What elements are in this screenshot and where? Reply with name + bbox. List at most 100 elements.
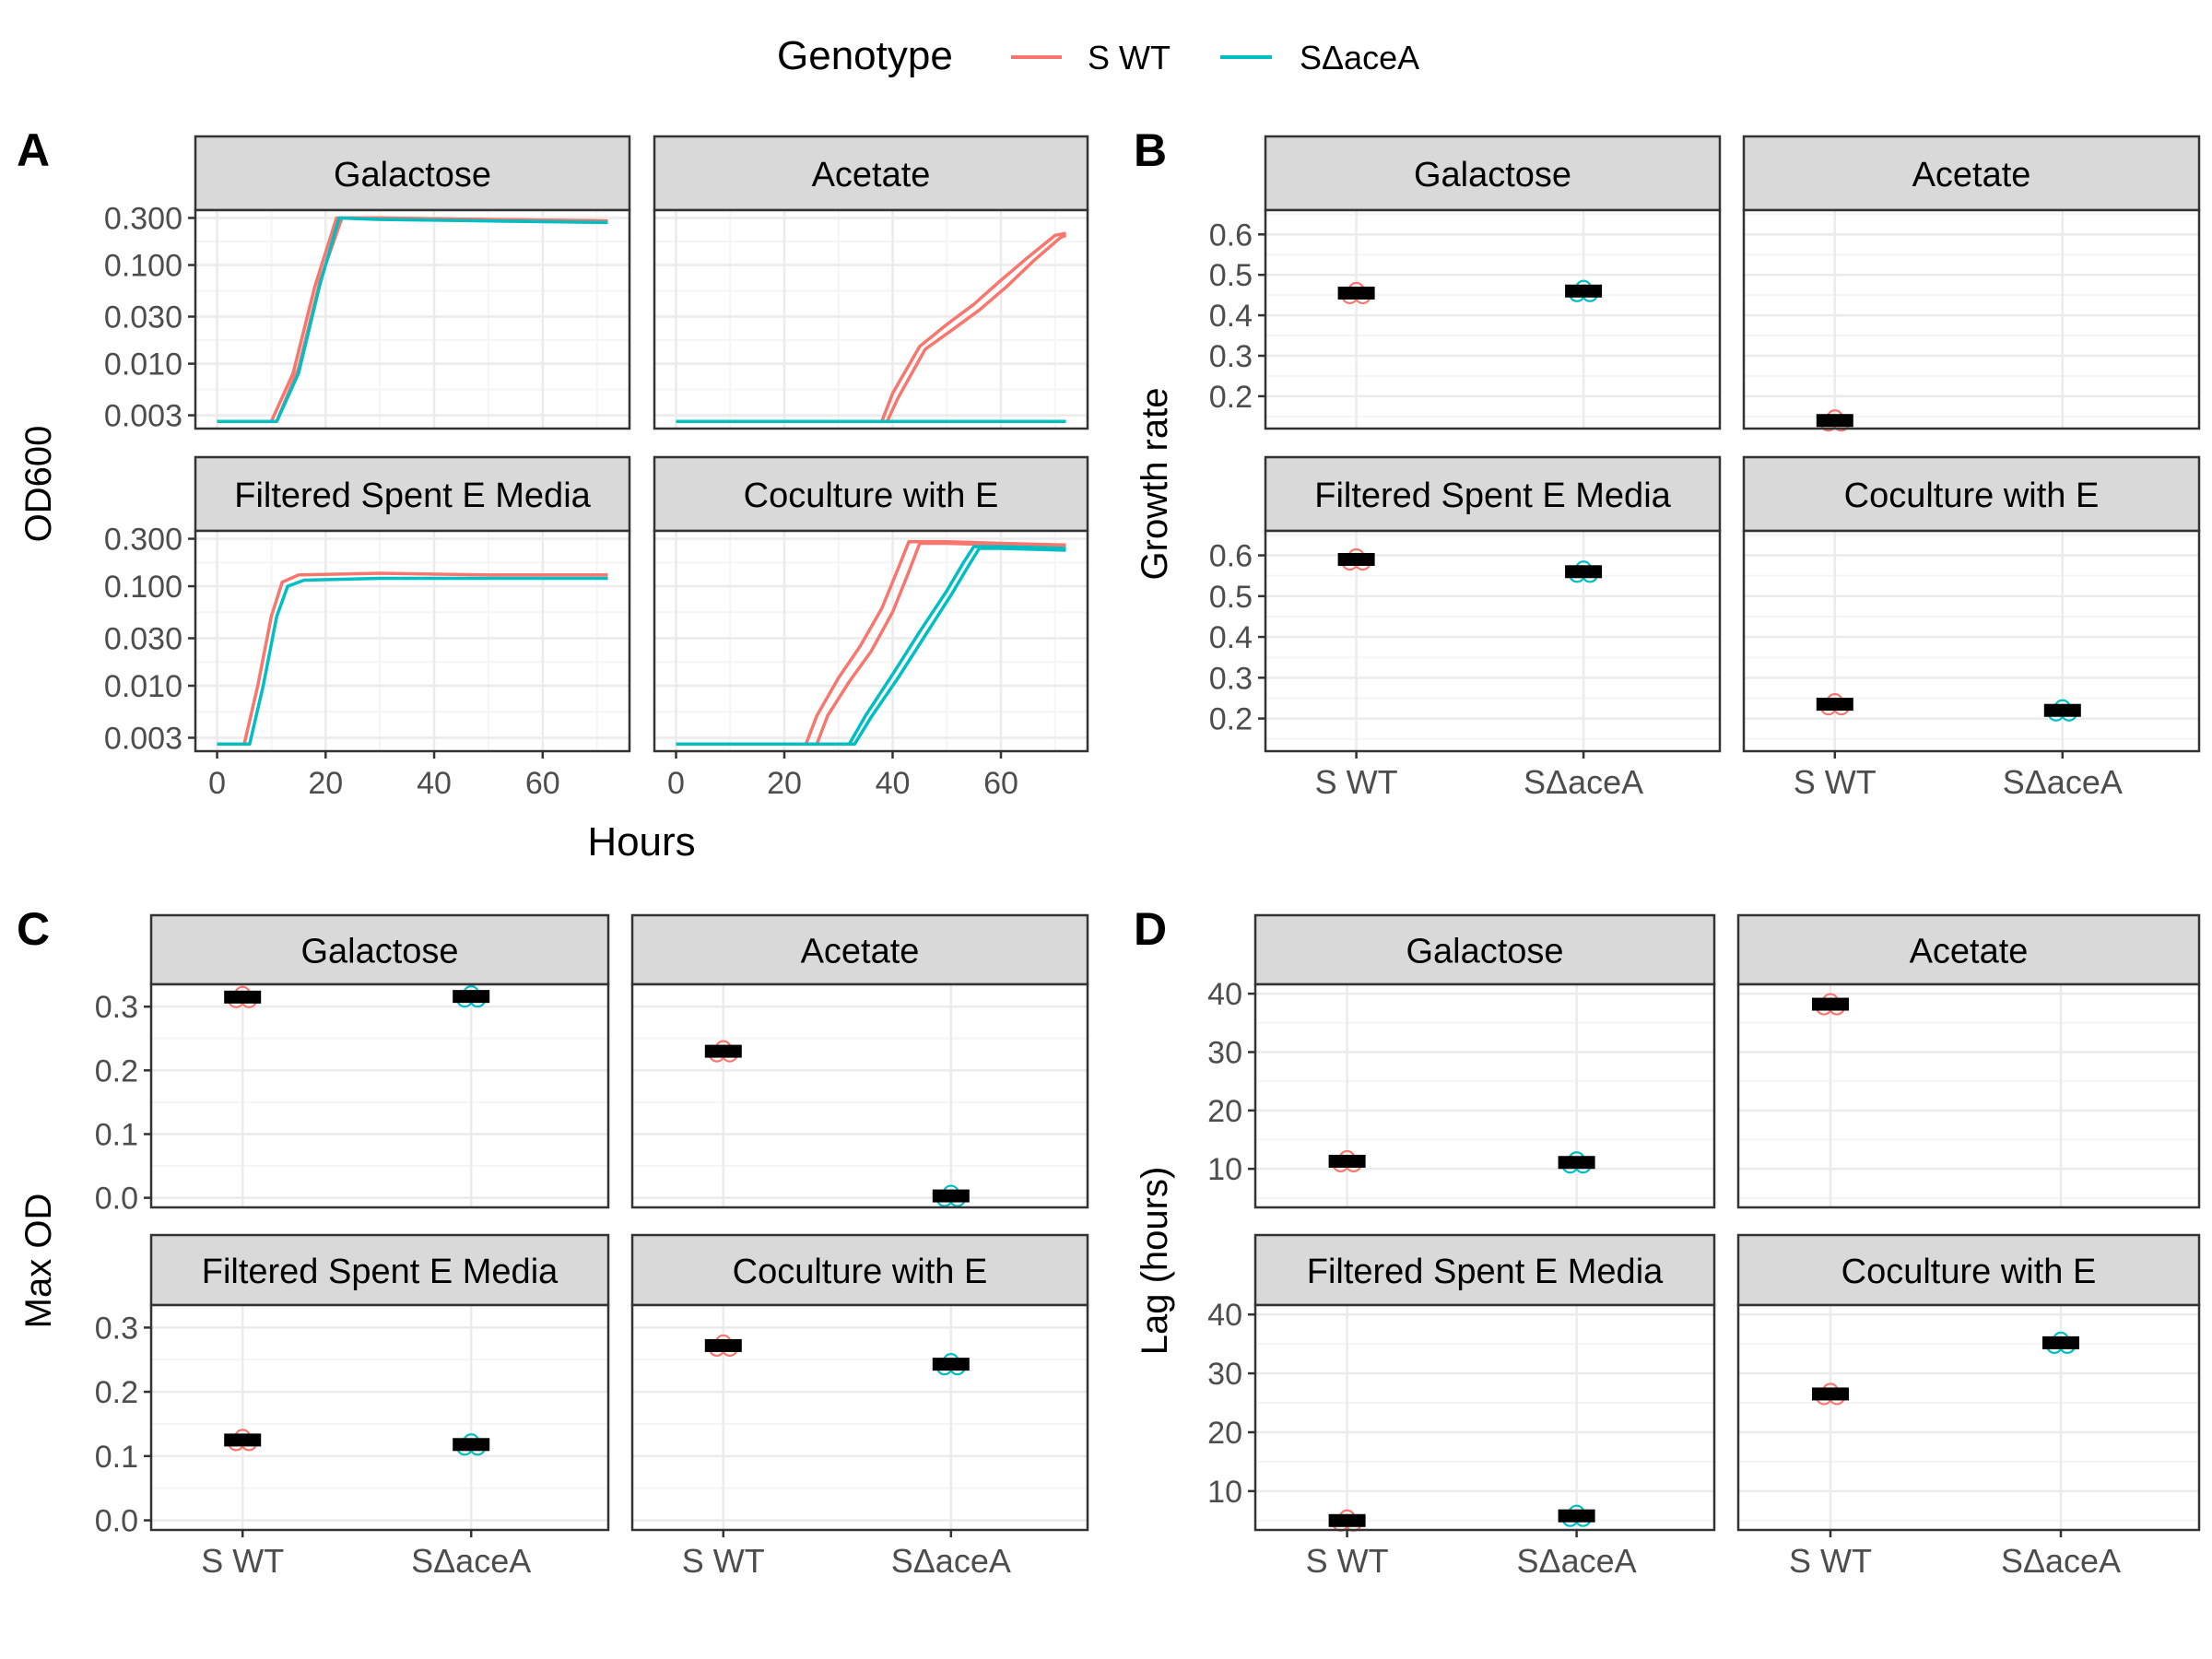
panel-c-galactose-summary-bar-s-acea — [453, 990, 490, 1004]
panel-d-filtered-spent-e-media-background — [1255, 1305, 1714, 1530]
panel-b-coculture-with-e-summary-bar-s-wt — [1816, 698, 1853, 712]
panel-b-filtered-spent-e-media-xtick-label-s-wt: S WT — [1315, 763, 1398, 801]
panel-a-acetate-strip-label: Acetate — [812, 156, 931, 194]
panel-tag-d: D — [1134, 903, 1167, 955]
panel-d-galactose-summary-bar-s-wt — [1328, 1154, 1366, 1168]
panel-a-filtered-spent-e-media-xtick-label: 0 — [208, 766, 226, 801]
panel-b-galactose-ytick-label: 0.6 — [1209, 218, 1253, 253]
panel-b-galactose-summary-bar-s-wt — [1337, 286, 1375, 300]
panel-a-filtered-spent-e-media-border — [194, 529, 631, 753]
panel-b-filtered-spent-e-media-ytick-label: 0.5 — [1209, 580, 1253, 615]
panel-b-galactose-strip — [1264, 135, 1722, 212]
panel-c-coculture-with-e-border — [630, 1303, 1089, 1532]
panel-a-coculture-with-e-xtick-label: 0 — [667, 766, 685, 801]
panel-a-coculture-with-e-series-s-wt-1 — [676, 541, 1066, 746]
legend-label-s-dacea: SΔaceA — [1300, 39, 1419, 76]
panel-b-acetate-strip-label: Acetate — [1912, 156, 2031, 194]
panel-a-galactose-strip-label: Galactose — [334, 156, 491, 194]
panel-a-galactose-ytick-label: 0.003 — [104, 399, 182, 434]
panel-d-acetate-background — [1738, 984, 2199, 1207]
panel-a-galactose-ytick-label: 0.010 — [104, 347, 182, 382]
panel-b-filtered-spent-e-media-summary-bar-s-acea — [1565, 565, 1603, 579]
panel-a-coculture-with-e-series-s-acea-3 — [676, 547, 1066, 746]
panel-c-filtered-spent-e-media-ytick-label: 0.3 — [95, 1311, 138, 1346]
panel-d-galactose-summary-bar-s-acea — [1558, 1156, 1595, 1170]
panel-a-coculture-with-e-xtick-label: 40 — [876, 766, 911, 801]
panel-a-filtered-spent-e-media-ytick-label: 0.003 — [104, 721, 182, 756]
panel-b-filtered-spent-e-media-background — [1265, 531, 1720, 751]
panel-a-galactose-series-s-acea-2 — [217, 216, 608, 423]
panel-a-filtered-spent-e-media-xtick-label: 20 — [308, 766, 343, 801]
panel-a-filtered-spent-e-media-ytick-label: 0.010 — [104, 669, 182, 704]
panel-d-filtered-spent-e-media-ytick-label: 20 — [1207, 1416, 1242, 1451]
panel-a-filtered-spent-e-media-strip-label: Filtered Spent E Media — [234, 477, 591, 515]
panel-d-acetate-strip-label: Acetate — [1910, 933, 2029, 971]
panel-c-acetate-summary-bar-s-wt — [704, 1044, 742, 1058]
panel-a-filtered-spent-e-media-strip — [194, 455, 631, 533]
panel-c-coculture-with-e-summary-bar-s-acea — [932, 1358, 970, 1371]
panel-b-galactose-ytick-label: 0.2 — [1209, 380, 1253, 415]
panel-a-filtered-spent-e-media-ytick-label: 0.100 — [104, 570, 182, 605]
panel-c-filtered-spent-e-media-summary-bar-s-acea — [453, 1438, 490, 1452]
panel-a-filtered-spent-e-media-ytick-label: 0.300 — [104, 523, 182, 558]
panel-c-galactose-ytick-label: 0.1 — [95, 1117, 138, 1152]
panel-b-coculture-with-e-xtick-label-s-wt: S WT — [1794, 763, 1877, 801]
panel-c-acetate-strip — [630, 913, 1089, 986]
panel-d-coculture-with-e-xtick-label-s-wt: S WT — [1789, 1542, 1872, 1580]
panel-d-galactose-ytick-label: 10 — [1207, 1152, 1242, 1187]
panel-b-coculture-with-e-strip-label: Coculture with E — [1844, 477, 2100, 515]
panel-a-filtered-spent-e-media-xtick-label: 60 — [525, 766, 560, 801]
panel-c-filtered-spent-e-media-ytick-label: 0.0 — [95, 1504, 138, 1539]
panel-d-galactose-ytick-label: 40 — [1207, 977, 1242, 1012]
panel-a-coculture-with-e-series-s-acea-2 — [676, 545, 1066, 746]
panel-c-acetate-border — [630, 982, 1089, 1209]
panel-c-coculture-with-e-summary-bar-s-wt — [704, 1338, 742, 1352]
panel-d-acetate-border — [1736, 982, 2201, 1209]
panel-d-filtered-spent-e-media-strip-label: Filtered Spent E Media — [1307, 1253, 1664, 1291]
panel-a-acetate-strip — [653, 135, 1089, 212]
panel-a-galactose-ytick-label: 0.030 — [104, 300, 182, 335]
panel-b-galactose-ytick-label: 0.4 — [1209, 299, 1253, 334]
panel-c-coculture-with-e-xtick-label-s-wt: S WT — [682, 1542, 765, 1580]
panel-d-filtered-spent-e-media-ytick-label: 40 — [1207, 1298, 1242, 1333]
panel-a-coculture-with-e-background — [654, 531, 1088, 751]
legend-title: Genotype — [777, 33, 953, 78]
panel-d-filtered-spent-e-media-xtick-label-s-wt: S WT — [1306, 1542, 1389, 1580]
panel-b-galactose-background — [1265, 210, 1720, 429]
panel-b-filtered-spent-e-media-ytick-label: 0.6 — [1209, 539, 1253, 574]
legend-label-s-wt: S WT — [1088, 39, 1171, 76]
panel-d-galactose-background — [1255, 984, 1714, 1207]
panel-c-filtered-spent-e-media-strip-label: Filtered Spent E Media — [202, 1253, 559, 1291]
panel-b-coculture-with-e-xtick-label-s-acea: SΔaceA — [2003, 763, 2123, 801]
panel-b-galactose-ytick-label: 0.3 — [1209, 339, 1253, 374]
panel-a-galactose-ytick-label: 0.300 — [104, 201, 182, 236]
facet-panels: Galactose0.0030.0100.0300.1000.300Acetat… — [95, 135, 2201, 1580]
panel-c-acetate-background — [632, 984, 1088, 1207]
panel-d-coculture-with-e-background — [1738, 1305, 2199, 1530]
panel-a-filtered-spent-e-media-series-s-acea-1 — [217, 576, 608, 746]
panel-tag-c: C — [17, 903, 50, 955]
panel-c-filtered-spent-e-media-border — [149, 1303, 610, 1532]
panel-d-coculture-with-e-summary-bar-s-wt — [1812, 1387, 1849, 1401]
legend: Genotype S WT SΔaceA — [777, 33, 1419, 78]
panel-c-filtered-spent-e-media-summary-bar-s-wt — [224, 1433, 262, 1447]
panel-c-galactose-strip-label: Galactose — [300, 933, 458, 971]
panel-d-filtered-spent-e-media-ytick-label: 30 — [1207, 1357, 1242, 1392]
panel-c-acetate-summary-bar-s-acea — [932, 1189, 970, 1203]
panel-d-ylabel: Lag (hours) — [1135, 1167, 1175, 1356]
panel-b-coculture-with-e-border — [1742, 529, 2201, 753]
panel-a-acetate-series-s-wt-0 — [676, 231, 1066, 423]
panel-a-filtered-spent-e-media-series-s-wt-0 — [217, 571, 608, 746]
panel-b-acetate-summary-bar-s-wt — [1816, 414, 1853, 428]
panel-b-filtered-spent-e-media-summary-bar-s-wt — [1337, 552, 1375, 566]
panel-c-galactose-ytick-label: 0.2 — [95, 1053, 138, 1088]
panel-d-filtered-spent-e-media-summary-bar-s-wt — [1328, 1513, 1366, 1527]
panel-d-coculture-with-e-strip — [1736, 1233, 2201, 1307]
panel-b-galactose-summary-bar-s-acea — [1565, 284, 1603, 298]
panel-c-coculture-with-e-strip-label: Coculture with E — [733, 1253, 988, 1291]
panel-d-filtered-spent-e-media-xtick-label-s-acea: SΔaceA — [1517, 1542, 1637, 1580]
panel-b-galactose-border — [1264, 208, 1722, 430]
panel-c-galactose-summary-bar-s-wt — [224, 990, 262, 1004]
panel-b-filtered-spent-e-media-border — [1264, 529, 1722, 753]
panel-c-galactose-strip — [149, 913, 610, 986]
